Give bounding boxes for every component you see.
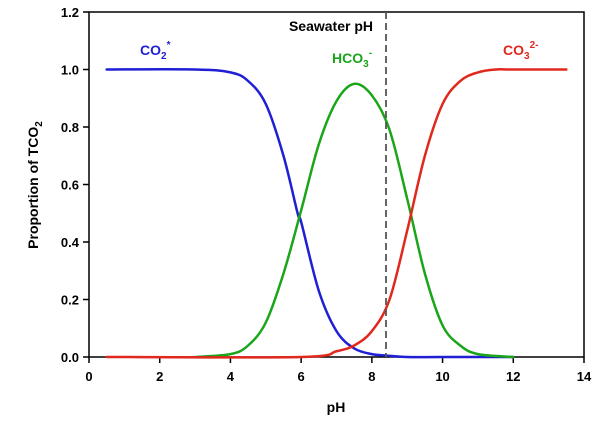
y-tick-label: 0.2 <box>61 293 79 308</box>
x-tick-label: 4 <box>227 369 235 384</box>
series-labels: CO2* HCO3- CO32- <box>140 40 538 70</box>
series-label-co2-sup: * <box>167 40 171 51</box>
x-tick-label: 12 <box>506 369 520 384</box>
y-tick-label: 1.2 <box>61 5 79 20</box>
series-label-hco3-sub: 3 <box>363 59 369 70</box>
series-label-co2: CO2* <box>140 40 171 62</box>
x-tick-label: 6 <box>298 369 305 384</box>
y-tick-label: 0.0 <box>61 350 79 365</box>
series-label-hco3: HCO3- <box>332 48 372 70</box>
series-line-hco3 <box>193 82 515 359</box>
series-line-co3 <box>105 68 568 359</box>
series-line-co2 <box>105 68 515 359</box>
series-label-co3-sub: 3 <box>524 51 530 62</box>
y-tick-label: 0.8 <box>61 120 79 135</box>
y-axis: 0.0 0.2 0.4 0.6 0.8 1.0 1.2 <box>61 5 89 365</box>
x-tick-label: 14 <box>577 369 592 384</box>
series-label-co2-main: CO <box>140 42 161 58</box>
y-tick-label: 0.4 <box>61 235 80 250</box>
y-tick-label: 1.0 <box>61 63 79 78</box>
x-axis-title: pH <box>327 399 346 415</box>
series-label-hco3-main: HCO <box>332 50 363 66</box>
seawater-ph-label: Seawater pH <box>289 18 373 34</box>
annotation-layer: Seawater pH <box>289 12 387 357</box>
series-label-hco3-sup: - <box>369 48 372 59</box>
x-tick-label: 10 <box>435 369 449 384</box>
series-label-co3: CO32- <box>503 40 538 62</box>
x-tick-label: 8 <box>368 369 375 384</box>
y-tick-label: 0.6 <box>61 178 79 193</box>
series-label-co2-sub: 2 <box>161 51 167 62</box>
series-label-co3-sup: 2- <box>530 40 539 51</box>
x-tick-label: 0 <box>85 369 92 384</box>
y-axis-title: Proportion of TCO2 <box>25 121 45 249</box>
x-tick-label: 2 <box>156 369 163 384</box>
y-axis-title-main: Proportion of TCO <box>25 127 41 249</box>
series-layer <box>105 68 568 359</box>
x-axis: 0 2 4 6 8 10 12 14 <box>85 357 592 384</box>
y-axis-title-sub: 2 <box>34 121 45 127</box>
series-label-co3-main: CO <box>503 42 524 58</box>
